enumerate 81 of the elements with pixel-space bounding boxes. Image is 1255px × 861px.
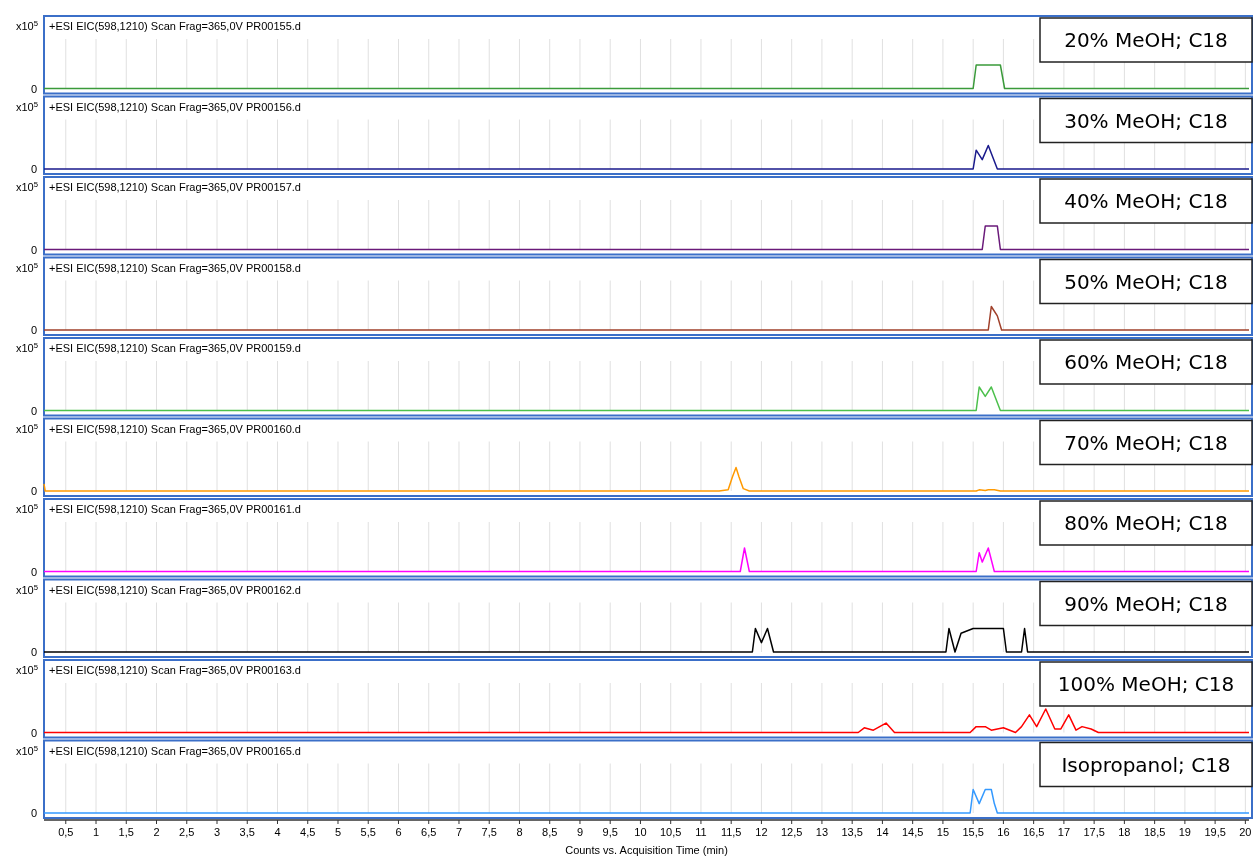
chart-title: 20% MeOH; C18	[1064, 28, 1228, 52]
x-tick-label: 8	[516, 826, 523, 838]
x-tick-label: 16	[997, 826, 1010, 838]
chart-title: Isopropanol; C18	[1061, 752, 1231, 777]
y-axis-title: x10$^{5}$	[15, 582, 38, 596]
chart-subtitle: +ESI EIC(598,1210) Scan Frag=365,0V PR00163.d	[49, 664, 301, 676]
text: 0	[30, 565, 37, 578]
y-axis-title: x10$^{5}$	[15, 501, 38, 515]
text: 0	[30, 404, 37, 417]
x-tick-label: 7	[455, 826, 463, 838]
x-tick-label: 18,5	[1143, 826, 1166, 838]
x-tick-label: 6,5	[421, 826, 437, 838]
chart-title: 80% MeOH; C18	[1064, 511, 1228, 535]
x-tick-label: 2,5	[179, 826, 195, 838]
y-axis-title: x10$^{5}$	[15, 662, 38, 676]
x-tick-label: 4,5	[300, 826, 316, 838]
x-tick-label: 11,5	[720, 826, 742, 838]
x-tick-label: 5	[334, 826, 342, 838]
x-tick-label: 20	[1239, 826, 1252, 838]
x-tick-label: 17	[1057, 826, 1071, 838]
chart-subtitle: +ESI EIC(598,1210) Scan Frag=365,0V PR00159.d	[49, 342, 301, 354]
chart-subtitle: +ESI EIC(598,1210) Scan Frag=365,0V PR00162.d	[49, 583, 301, 596]
x-tick-label: 19	[1178, 826, 1191, 838]
x-axis-title: Counts vs. Acquisition Time (min)	[565, 844, 728, 856]
chart-subtitle: +ESI EIC(598,1210) Scan Frag=365,0V PR00165.d	[49, 744, 301, 757]
y-axis-title: x10$^{5}$	[15, 18, 38, 32]
x-tick-label: 2	[153, 826, 160, 838]
x-tick-label: 15,5	[962, 826, 984, 838]
x-tick-label: 6	[395, 826, 402, 838]
x-tick-label: 9	[576, 826, 584, 838]
y-axis-title: x10$^{5}$	[15, 743, 38, 757]
x-tick-label: 10	[634, 826, 647, 838]
x-tick-label: 8,5	[542, 826, 558, 838]
x-tick-label: 13,5	[841, 826, 863, 838]
y-axis-title: x10$^{5}$	[15, 260, 38, 274]
chart-subtitle: +ESI EIC(598,1210) Scan Frag=365,0V PR00155.d	[49, 20, 301, 32]
x-tick-label: 3,5	[239, 826, 255, 838]
text: 0	[30, 243, 37, 256]
x-tick-label: 19,5	[1204, 826, 1226, 838]
x-tick-label: 4	[274, 826, 281, 838]
x-tick-label: 12	[755, 826, 768, 838]
x-tick-label: 7,5	[481, 826, 497, 838]
chart-subtitle: +ESI EIC(598,1210) Scan Frag=365,0V PR00156.d	[49, 100, 301, 113]
chart-title: 90% MeOH; C18	[1064, 591, 1228, 616]
x-tick-label: 10,5	[659, 826, 682, 838]
chart-subtitle: +ESI EIC(598,1210) Scan Frag=365,0V PR00161.d	[49, 503, 301, 515]
x-tick-label: 1,5	[118, 826, 134, 838]
y-axis-title: x10$^{5}$	[15, 179, 38, 193]
x-tick-label: 16,5	[1022, 826, 1045, 838]
x-tick-label: 5,5	[360, 826, 376, 838]
text: 0	[30, 807, 37, 819]
x-tick-label: 9,5	[602, 826, 618, 838]
text: 0	[30, 646, 37, 658]
x-tick-label: 13	[815, 826, 829, 838]
chart-title: 60% MeOH; C18	[1064, 350, 1228, 374]
x-tick-label: 12,5	[780, 826, 803, 838]
text: 0	[30, 726, 37, 739]
x-tick-label: 15	[936, 826, 950, 838]
text: 0	[30, 82, 37, 95]
x-tick-label: 0,5	[58, 826, 74, 838]
chart-title: 70% MeOH; C18	[1064, 430, 1228, 455]
chart-subtitle: +ESI EIC(598,1210) Scan Frag=365,0V PR00157.d	[49, 181, 301, 193]
x-tick-label: 14	[876, 826, 889, 838]
x-tick-label: 1	[92, 826, 100, 838]
chart-subtitle: +ESI EIC(598,1210) Scan Frag=365,0V PR00158.d	[49, 261, 301, 274]
x-tick-label: 3	[213, 826, 221, 838]
y-axis-title: x10$^{5}$	[15, 340, 38, 354]
x-tick-label: 18	[1118, 826, 1131, 838]
chart-title: 40% MeOH; C18	[1064, 189, 1228, 213]
chart-title: 30% MeOH; C18	[1064, 108, 1228, 133]
y-axis-title: x10$^{5}$	[15, 99, 38, 113]
chart-title: 50% MeOH; C18	[1064, 269, 1228, 294]
x-tick-label: 14,5	[901, 826, 924, 838]
y-axis-title: x10$^{5}$	[15, 421, 38, 435]
text: 0	[30, 324, 37, 336]
text: 0	[30, 163, 37, 175]
x-tick-label: 17,5	[1083, 826, 1105, 838]
chart-subtitle: +ESI EIC(598,1210) Scan Frag=365,0V PR00160.d	[49, 422, 301, 435]
text: 0	[30, 485, 37, 497]
x-tick-label: 11	[695, 826, 707, 838]
chart-title: 100% MeOH; C18	[1057, 672, 1235, 696]
